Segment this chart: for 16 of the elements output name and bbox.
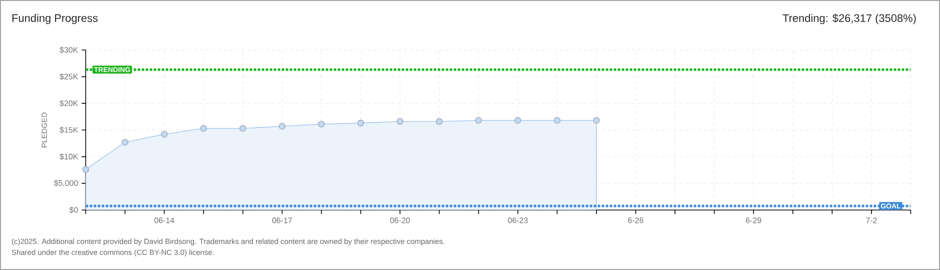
- point: [122, 138, 128, 146]
- point: [357, 120, 364, 126]
- chart-subtitle: Trending: $26,317 (3508%): [782, 14, 916, 24]
- point: [239, 125, 246, 132]
- point: [200, 125, 207, 132]
- point: [475, 117, 482, 124]
- chart-title: Funding Progress: [12, 14, 98, 24]
- point: [82, 166, 90, 173]
- point: [514, 117, 522, 124]
- point: [436, 118, 443, 125]
- point: [593, 117, 600, 124]
- point: [554, 117, 561, 124]
- point: [318, 120, 325, 128]
- point: [278, 122, 286, 130]
- point: [160, 130, 168, 138]
- point: [396, 118, 404, 125]
